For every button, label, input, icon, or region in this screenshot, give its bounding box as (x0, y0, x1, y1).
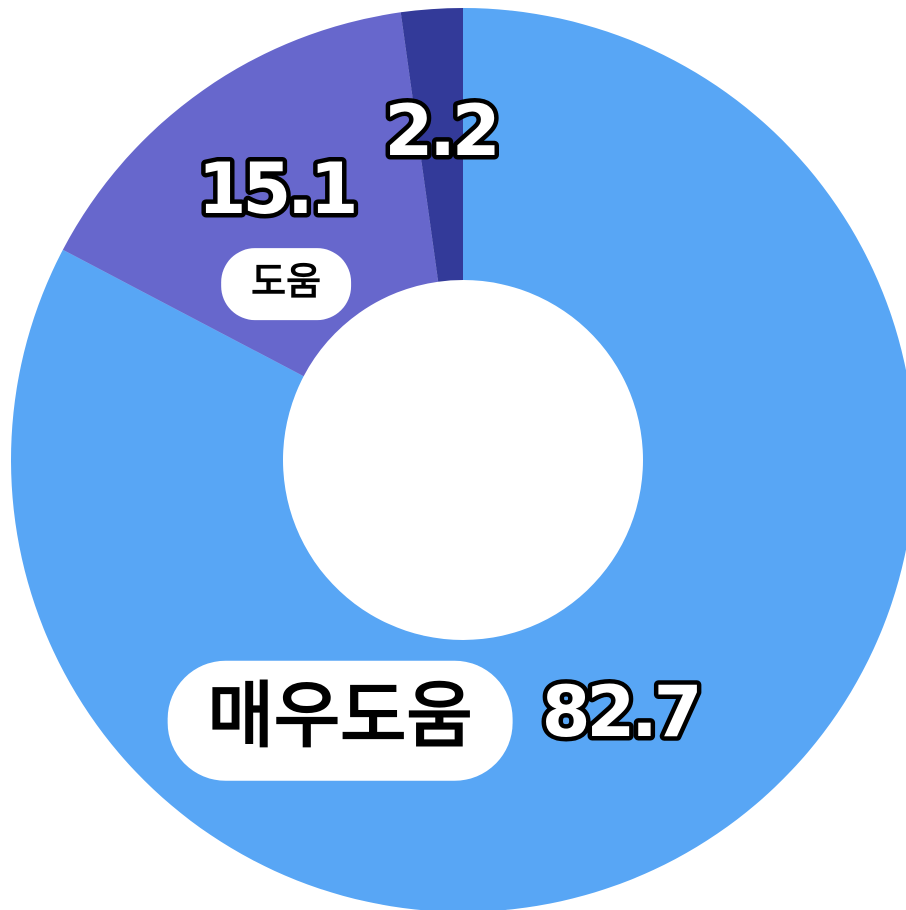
pill-background (221, 248, 352, 321)
category-label: 매우도움 (208, 673, 473, 757)
value-label: 2.2 (385, 90, 497, 172)
value-label: 15.1 (198, 148, 355, 230)
category-pill: 매우도움 (167, 660, 513, 781)
pill-background (167, 660, 513, 781)
donut-segment (400, 8, 463, 282)
category-label: 도움 (251, 260, 321, 304)
value-label: 82.7 (542, 671, 699, 753)
category-pill: 도움 (221, 248, 352, 321)
